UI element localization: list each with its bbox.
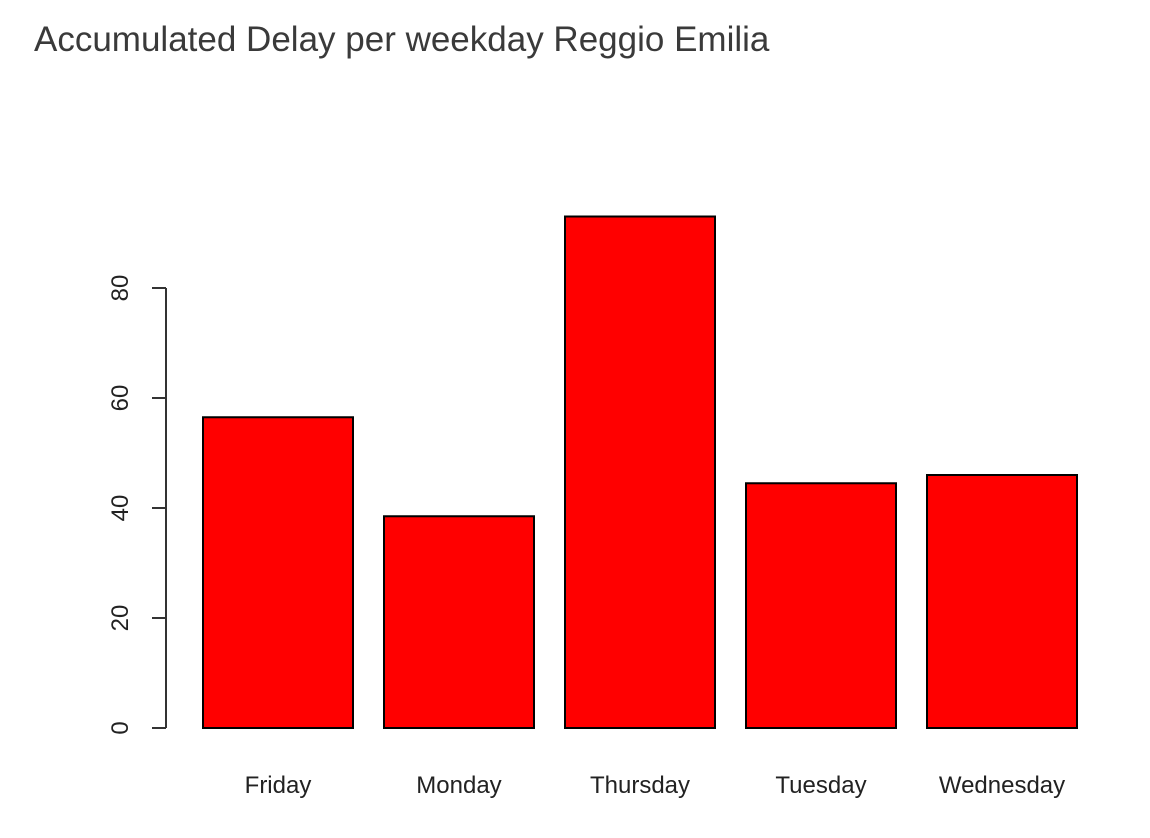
bar-tuesday <box>745 482 897 729</box>
bar-thursday <box>564 215 716 729</box>
x-category-label: Friday <box>245 772 312 799</box>
bar-wednesday <box>926 474 1078 729</box>
x-axis-labels: Friday Monday Thursday Tuesday Wednesday <box>245 772 1066 799</box>
y-axis: 0 20 40 60 80 <box>107 275 167 735</box>
x-category-label: Monday <box>416 772 501 799</box>
x-category-label: Wednesday <box>939 772 1065 799</box>
bar-friday <box>202 416 354 729</box>
y-tick-label: 40 <box>107 495 134 522</box>
y-tick-label: 60 <box>107 385 134 412</box>
y-tick-label: 80 <box>107 275 134 302</box>
y-tick-label: 0 <box>107 721 134 734</box>
y-tick-label: 20 <box>107 605 134 632</box>
x-category-label: Thursday <box>590 772 690 799</box>
x-category-label: Tuesday <box>775 772 866 799</box>
chart-title: Accumulated Delay per weekday Reggio Emi… <box>34 20 770 59</box>
bar-monday <box>383 515 535 729</box>
bars-group <box>202 215 1078 729</box>
